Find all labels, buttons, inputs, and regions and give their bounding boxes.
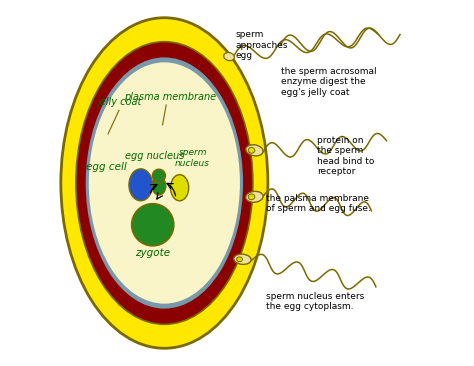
Text: zygote: zygote — [135, 248, 170, 258]
Ellipse shape — [152, 177, 166, 195]
Ellipse shape — [234, 254, 251, 264]
Ellipse shape — [246, 191, 263, 202]
Ellipse shape — [237, 257, 242, 262]
Text: sperm nucleus enters
the egg cytoplasm.: sperm nucleus enters the egg cytoplasm. — [266, 292, 365, 311]
Text: sperm
nucleus: sperm nucleus — [175, 148, 210, 168]
Text: the palsma membrane
of sperm and egg fuse.: the palsma membrane of sperm and egg fus… — [266, 194, 371, 213]
Text: protein on
the sperm
head bind to
receptor: protein on the sperm head bind to recept… — [317, 136, 374, 176]
Ellipse shape — [61, 18, 268, 348]
Text: egg cell: egg cell — [86, 162, 127, 172]
Ellipse shape — [171, 175, 189, 201]
Ellipse shape — [86, 57, 243, 309]
Ellipse shape — [129, 169, 153, 201]
Text: egg nucleus: egg nucleus — [125, 152, 184, 161]
Text: plasma membrane: plasma membrane — [124, 92, 216, 102]
Ellipse shape — [224, 52, 234, 61]
Text: jelly coat: jelly coat — [97, 97, 141, 107]
Ellipse shape — [76, 42, 253, 324]
Ellipse shape — [246, 145, 263, 156]
Circle shape — [152, 169, 165, 182]
Ellipse shape — [89, 62, 240, 304]
Text: the sperm acrosomal
enzyme digest the
egg's jelly coat: the sperm acrosomal enzyme digest the eg… — [281, 67, 376, 97]
Ellipse shape — [248, 194, 255, 200]
Ellipse shape — [248, 147, 255, 153]
Text: sperm
approaches
egg: sperm approaches egg — [235, 30, 288, 60]
Circle shape — [132, 204, 174, 246]
